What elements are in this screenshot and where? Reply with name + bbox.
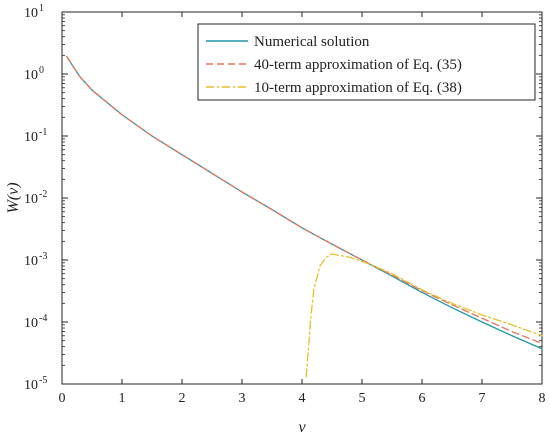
- y-tick-label: 10: [24, 68, 38, 83]
- legend-label-numerical: Numerical solution: [254, 34, 370, 50]
- series-line-2: [305, 253, 543, 378]
- x-tick-label: 2: [179, 391, 186, 406]
- y-tick-exponent: -2: [39, 189, 47, 200]
- y-tick-label: 10: [24, 378, 38, 393]
- series-line-1: [66, 56, 543, 345]
- legend-label-10term: 10-term approximation of Eq. (38): [254, 80, 462, 96]
- y-tick-label: 10: [24, 316, 38, 331]
- x-tick-label: 0: [59, 391, 66, 406]
- x-tick-label: 1: [119, 391, 126, 406]
- y-tick-label: 10: [24, 130, 38, 145]
- y-tick-label: 10: [24, 6, 38, 21]
- y-tick-exponent: 1: [39, 3, 44, 14]
- y-tick-exponent: -1: [39, 127, 47, 138]
- y-tick-exponent: 0: [39, 65, 44, 76]
- x-tick-label: 8: [539, 391, 546, 406]
- legend-label-40term: 40-term approximation of Eq. (35): [254, 57, 462, 73]
- x-axis-label: v: [298, 419, 306, 436]
- y-tick-exponent: -5: [39, 375, 47, 386]
- x-tick-label: 5: [359, 391, 366, 406]
- y-axis-label: W(v): [5, 182, 22, 213]
- x-tick-label: 6: [419, 391, 426, 406]
- y-tick-label: 10: [24, 192, 38, 207]
- y-tick-label: 10: [24, 254, 38, 269]
- legend-box: [197, 23, 536, 101]
- y-tick-exponent: -3: [39, 251, 47, 262]
- y-tick-exponent: -4: [39, 313, 47, 324]
- series-layer: [66, 56, 543, 378]
- legend: Numerical solution 40-term approximation…: [197, 23, 536, 101]
- x-tick-label: 7: [479, 391, 486, 406]
- x-tick-label: 3: [239, 391, 246, 406]
- x-tick-label: 4: [299, 391, 306, 406]
